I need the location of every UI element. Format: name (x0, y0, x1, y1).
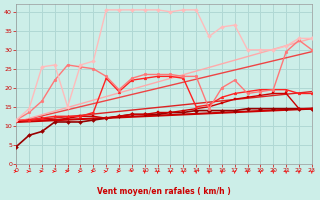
X-axis label: Vent moyen/en rafales ( km/h ): Vent moyen/en rafales ( km/h ) (97, 187, 231, 196)
